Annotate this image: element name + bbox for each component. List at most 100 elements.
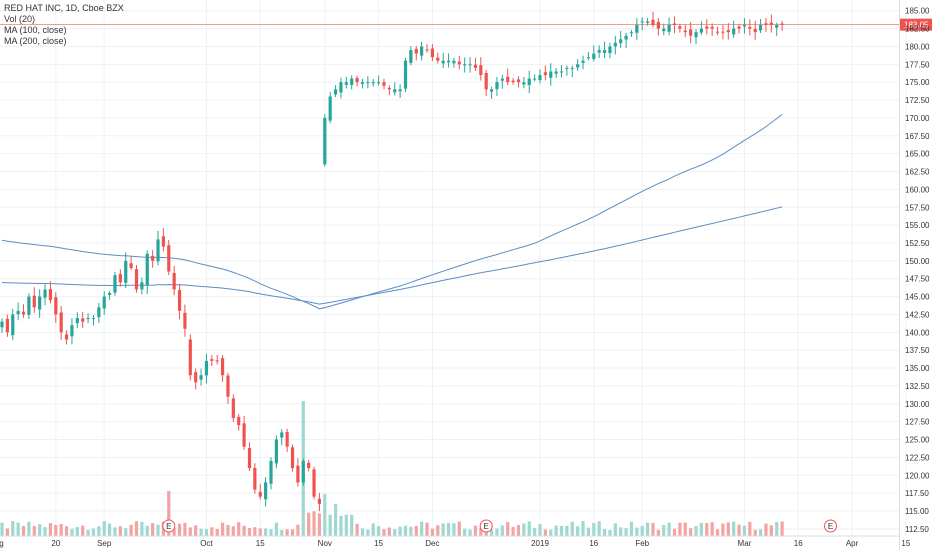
time-tick-label: 20 bbox=[51, 539, 60, 548]
candle-body bbox=[452, 60, 456, 64]
volume-bar bbox=[699, 523, 703, 536]
candle-body bbox=[635, 25, 639, 33]
volume-bar bbox=[371, 523, 375, 536]
volume-bar bbox=[446, 522, 451, 536]
time-tick-label: Dec bbox=[425, 539, 439, 548]
volume-bar bbox=[177, 523, 182, 536]
candle-body bbox=[764, 23, 768, 26]
candle-body bbox=[253, 468, 257, 490]
candle-body bbox=[102, 296, 106, 309]
volume-bar bbox=[726, 522, 730, 536]
volume-bar bbox=[489, 529, 494, 536]
time-tick-label: Oct bbox=[200, 539, 213, 548]
candle-body bbox=[307, 462, 311, 469]
candle-body bbox=[683, 30, 687, 33]
candle-body bbox=[446, 60, 451, 63]
volume-bar bbox=[129, 524, 133, 536]
candle-body bbox=[237, 416, 241, 426]
volume-bar bbox=[646, 522, 650, 536]
candle-body bbox=[118, 274, 122, 283]
volume-bar bbox=[543, 529, 547, 536]
candle-body bbox=[301, 460, 305, 483]
volume-bar bbox=[247, 527, 252, 536]
candle-body bbox=[543, 72, 547, 76]
candle-body bbox=[108, 293, 112, 295]
last-price-line: 183.05 bbox=[0, 18, 932, 31]
candle-body bbox=[715, 31, 720, 33]
legend-ma200[interactable]: MA (200, close) bbox=[4, 36, 67, 46]
price-tick-label: 167.50 bbox=[905, 132, 930, 141]
price-tick-label: 185.00 bbox=[905, 7, 930, 16]
volume-bar bbox=[506, 521, 510, 536]
candle-body bbox=[0, 321, 4, 328]
price-tick-label: 122.50 bbox=[905, 453, 930, 462]
legend-volume[interactable]: Vol (20) bbox=[4, 14, 36, 24]
volume-bar bbox=[775, 521, 779, 536]
candle-body bbox=[629, 32, 634, 34]
volume-bar bbox=[145, 525, 149, 536]
volume-bar bbox=[317, 513, 322, 536]
volume-bar bbox=[81, 525, 85, 536]
volume-bar bbox=[656, 529, 660, 536]
candle-body bbox=[183, 312, 187, 329]
price-tick-label: 142.50 bbox=[905, 310, 930, 319]
candle-body bbox=[436, 57, 440, 61]
volume-bar bbox=[156, 524, 160, 536]
volume-bar bbox=[533, 528, 537, 536]
volume-bar bbox=[38, 524, 42, 536]
candle-body bbox=[672, 23, 677, 26]
volume-bars bbox=[0, 401, 784, 536]
candle-body bbox=[769, 22, 773, 26]
time-tick-label: 15 bbox=[256, 539, 265, 548]
time-tick-label: Apr bbox=[846, 539, 859, 548]
volume-bar bbox=[48, 523, 53, 536]
candle-body bbox=[97, 307, 101, 318]
earnings-marker-icon bbox=[479, 519, 493, 533]
candle-body bbox=[576, 64, 580, 68]
time-tick-label: 15 bbox=[901, 539, 910, 548]
price-tick-label: 175.00 bbox=[905, 78, 930, 87]
candle-body bbox=[194, 372, 198, 383]
time-tick-label: Nov bbox=[318, 539, 332, 548]
candle-body bbox=[656, 21, 660, 29]
candle-body bbox=[269, 460, 273, 484]
candle-body bbox=[549, 71, 553, 78]
volume-bar bbox=[409, 526, 413, 536]
volume-bar bbox=[420, 521, 424, 536]
volume-bar bbox=[403, 525, 408, 536]
candle-body bbox=[565, 67, 569, 69]
volume-bar bbox=[323, 494, 327, 536]
volume-bar bbox=[134, 521, 139, 536]
time-axis: Aug 20 Sep Oct 15 Nov 15 Dec 2019 16 Feb Mar 16 Apr 15 bbox=[0, 535, 911, 548]
volume-bar bbox=[662, 524, 666, 536]
volume-bar bbox=[586, 527, 591, 536]
volume-bar bbox=[592, 523, 596, 536]
volume-bar bbox=[296, 524, 300, 536]
volume-bar bbox=[258, 528, 262, 536]
volume-bar bbox=[549, 529, 553, 536]
volume-bar bbox=[457, 521, 461, 536]
candle-body bbox=[366, 82, 370, 84]
volume-bar bbox=[86, 529, 90, 536]
volume-bar bbox=[570, 521, 574, 536]
candle-body bbox=[48, 289, 53, 301]
candle-body bbox=[613, 42, 617, 47]
candle-body bbox=[699, 28, 703, 33]
volume-bar bbox=[554, 525, 558, 536]
candle-body bbox=[409, 50, 413, 63]
legend-ma100[interactable]: MA (100, close) bbox=[4, 25, 67, 35]
price-axis-border bbox=[899, 0, 900, 550]
price-tick-label: 140.00 bbox=[905, 328, 930, 337]
time-tick-label: 16 bbox=[794, 539, 803, 548]
candle-body bbox=[619, 39, 623, 44]
time-tick-label: 15 bbox=[374, 539, 383, 548]
candle-body bbox=[414, 48, 418, 54]
volume-bar bbox=[188, 527, 192, 536]
volume-bar bbox=[253, 527, 257, 536]
candle-body bbox=[581, 60, 585, 63]
legend-symbol[interactable]: RED HAT INC, 1D, Cboe BZX bbox=[4, 3, 124, 13]
volume-bar bbox=[226, 525, 230, 536]
price-axis: 185.00 182.50 180.00 177.50 175.00 172.50 170.… bbox=[905, 7, 930, 534]
